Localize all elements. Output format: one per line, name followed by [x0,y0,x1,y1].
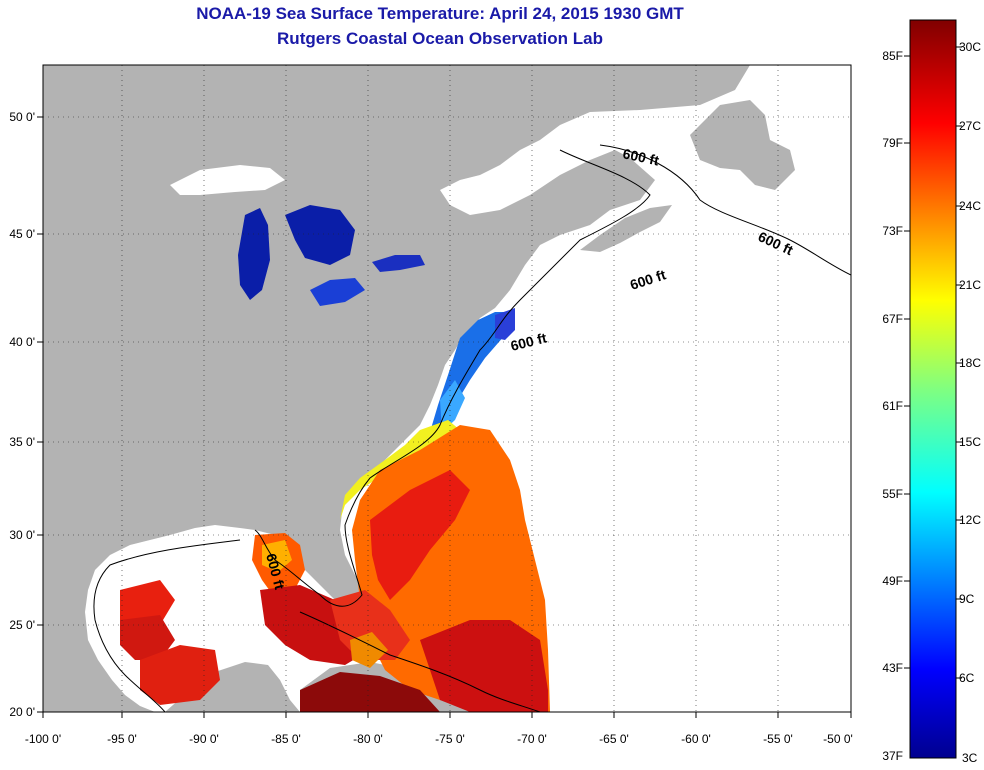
celsius-label: 30C [959,40,981,54]
lat-tick-label: 50 0' [9,110,35,124]
lon-tick-label: -70 0' [517,732,547,746]
lat-tick-label: 35 0' [9,435,35,449]
lat-tick-label: 45 0' [9,227,35,241]
celsius-label: 24C [959,199,981,213]
celsius-label: 3C [962,751,978,765]
celsius-label: 18C [959,356,981,370]
depth-label: 600 ft [621,145,660,168]
land-north-america [43,65,750,712]
sst-overlay [120,308,550,712]
fahrenheit-label: 67F [882,312,903,326]
lon-tick-label: -95 0' [107,732,137,746]
great-lakes [170,165,425,306]
lon-tick-label: -80 0' [353,732,383,746]
lat-tick-label: 40 0' [9,335,35,349]
celsius-label: 6C [959,671,975,685]
celsius-label: 9C [959,592,975,606]
lon-tick-label: -90 0' [189,732,219,746]
fahrenheit-label: 49F [882,574,903,588]
fahrenheit-label: 43F [882,661,903,675]
fahrenheit-label: 73F [882,224,903,238]
celsius-label: 21C [959,278,981,292]
celsius-label: 15C [959,435,981,449]
isobath-600ft [93,144,851,712]
fahrenheit-label: 85F [882,49,903,63]
fahrenheit-label: 37F [882,749,903,763]
lon-tick-label: -65 0' [599,732,629,746]
lon-tick-label: -100 0' [25,732,61,746]
lon-tick-label: -75 0' [435,732,465,746]
fahrenheit-label: 79F [882,136,903,150]
lon-tick-label: -60 0' [681,732,711,746]
lat-tick-label: 25 0' [9,618,35,632]
fahrenheit-label: 61F [882,399,903,413]
fahrenheit-label: 55F [882,487,903,501]
temperature-colorbar [909,19,957,759]
celsius-label: 27C [959,119,981,133]
lat-tick-label: 20 0' [9,705,35,719]
celsius-label: 12C [959,513,981,527]
lon-tick-label: -55 0' [763,732,793,746]
lon-tick-label: -50 0' [823,732,853,746]
map-title: NOAA-19 Sea Surface Temperature: April 2… [196,4,684,23]
land-newfoundland [690,100,795,190]
lat-tick-label: 30 0' [9,528,35,542]
land-nova-scotia [580,205,672,252]
lon-tick-label: -85 0' [271,732,301,746]
map-subtitle: Rutgers Coastal Ocean Observation Lab [277,29,603,48]
